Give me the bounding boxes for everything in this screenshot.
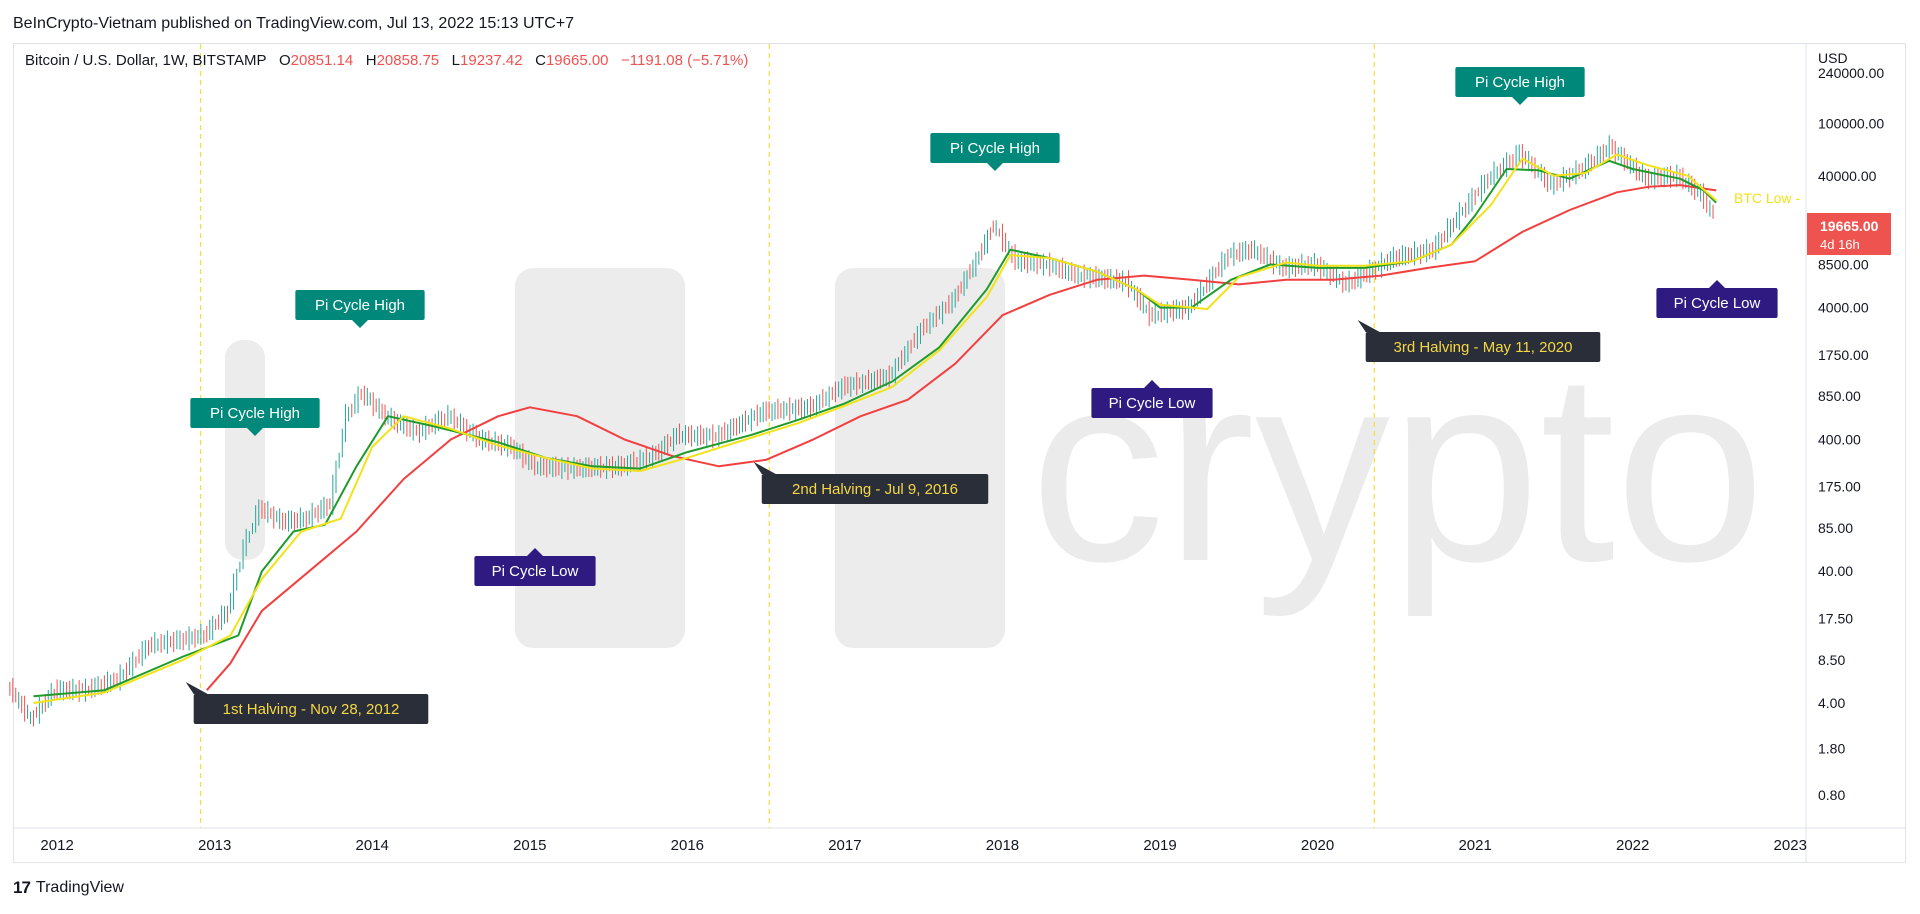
pi-cycle-high-label-arrow — [352, 320, 368, 328]
last-price-countdown: 4d 16h — [1820, 237, 1860, 252]
halving-label-box — [761, 474, 989, 504]
x-tick-label: 2016 — [671, 837, 704, 854]
ohlc-legend: Bitcoin / U.S. Dollar, 1W, BITSTAMP O208… — [25, 52, 748, 69]
pi-cycle-low-label-box — [1656, 288, 1778, 318]
footer[interactable]: 17 TradingView — [13, 878, 124, 898]
publisher-line: BeInCrypto-Vietnam published on TradingV… — [13, 15, 575, 32]
y-tick-label: 40000.00 — [1818, 168, 1877, 184]
pi-cycle-low-label-arrow — [1144, 380, 1160, 388]
x-tick-label: 2022 — [1616, 837, 1649, 854]
y-tick-label: 0.80 — [1818, 787, 1845, 803]
x-tick-label: 2017 — [828, 837, 861, 854]
high-value: 20858.75 — [376, 52, 440, 69]
pi-cycle-high-label-box — [930, 133, 1060, 163]
x-tick-label: 2015 — [513, 837, 546, 854]
pi-cycle-high-label-box — [295, 290, 425, 320]
x-tick-label: 2014 — [356, 837, 389, 854]
tradingview-logo-icon: 17 — [13, 878, 31, 897]
y-tick-label: 175.00 — [1818, 479, 1861, 495]
pi-cycle-high-label-arrow — [247, 428, 263, 436]
y-tick-label: 4.00 — [1818, 695, 1845, 711]
pi-cycle-high-label: Pi Cycle High — [315, 297, 405, 314]
pi-cycle-low-label: Pi Cycle Low — [1109, 395, 1196, 412]
pi-cycle-low-label-arrow — [1709, 280, 1725, 288]
x-tick-label: 2020 — [1301, 837, 1334, 854]
y-tick-label: 240000.00 — [1818, 65, 1884, 81]
open-label: O — [278, 52, 291, 69]
last-price-tag — [1807, 213, 1891, 255]
pi-cycle-high-label-box — [190, 398, 320, 428]
pi-cycle-high-label: Pi Cycle High — [950, 140, 1040, 157]
y-tick-label: 85.00 — [1818, 520, 1853, 536]
chart-frame — [13, 43, 1906, 863]
high-label: H — [365, 52, 377, 69]
low-value: 19237.42 — [460, 52, 523, 69]
y-axis-title: USD — [1818, 50, 1848, 66]
pi-cycle-high-label-box — [1455, 67, 1585, 97]
x-tick-label: 2013 — [198, 837, 231, 854]
pi-cycle-low-label-arrow — [527, 548, 543, 556]
pi-cycle-high-label-arrow — [987, 163, 1003, 171]
change-value: −1191.08 (−5.71%) — [621, 52, 749, 69]
red-ma-line — [206, 184, 1717, 691]
halving-label: 1st Halving - Nov 28, 2012 — [223, 701, 400, 718]
y-tick-label: 1.80 — [1818, 741, 1845, 757]
halving-label: 3rd Halving - May 11, 2020 — [1394, 339, 1573, 356]
x-tick-label: 2018 — [986, 837, 1019, 854]
ma-111-line — [33, 159, 1717, 698]
symbol-title[interactable]: Bitcoin / U.S. Dollar, 1W, BITSTAMP — [25, 52, 267, 69]
y-tick-label: 1750.00 — [1818, 347, 1869, 363]
btc-low-label: BTC Low - — [1734, 190, 1800, 206]
close-label: C — [535, 52, 546, 69]
pi-cycle-high-label-arrow — [1512, 97, 1528, 105]
pi-cycle-low-label: Pi Cycle Low — [492, 563, 579, 580]
y-tick-label: 17.50 — [1818, 610, 1853, 626]
footer-brand: TradingView — [35, 879, 124, 896]
pi-cycle-low-label-box — [474, 556, 596, 586]
halving-label-arrow — [753, 462, 776, 474]
pi-cycle-high-label: Pi Cycle High — [210, 405, 300, 422]
pi-cycle-high-label: Pi Cycle High — [1475, 74, 1565, 91]
x-tick-label: 2019 — [1143, 837, 1176, 854]
watermark-bracket-right — [835, 268, 1005, 648]
halving-label-box — [1365, 332, 1601, 362]
low-label: L — [451, 52, 461, 69]
watermark-bracket-left — [515, 268, 685, 648]
x-tick-label: 2023 — [1774, 837, 1807, 854]
open-value: 20851.14 — [290, 52, 354, 69]
y-tick-label: 850.00 — [1818, 388, 1861, 404]
watermark-text: crypto — [1030, 317, 1765, 619]
y-tick-label: 8.50 — [1818, 652, 1845, 668]
pi-cycle-low-label: Pi Cycle Low — [1674, 295, 1761, 312]
y-tick-label: 8500.00 — [1818, 256, 1869, 272]
x-tick-label: 2021 — [1458, 837, 1491, 854]
halving-label-arrow — [1357, 320, 1380, 332]
halving-label-arrow — [185, 682, 208, 694]
pi-cycle-low-label-box — [1091, 388, 1213, 418]
y-tick-label: 100000.00 — [1818, 115, 1884, 131]
watermark-b — [225, 340, 265, 560]
halving-label-box — [193, 694, 429, 724]
last-price-value: 19665.00 — [1820, 218, 1879, 234]
ma-350x2-line — [33, 153, 1717, 704]
y-tick-label: 4000.00 — [1818, 300, 1869, 316]
x-tick-label: 2012 — [40, 837, 73, 854]
y-tick-label: 40.00 — [1818, 563, 1853, 579]
y-tick-label: 400.00 — [1818, 431, 1861, 447]
halving-label: 2nd Halving - Jul 9, 2016 — [792, 481, 958, 498]
close-value: 19665.00 — [545, 52, 609, 69]
